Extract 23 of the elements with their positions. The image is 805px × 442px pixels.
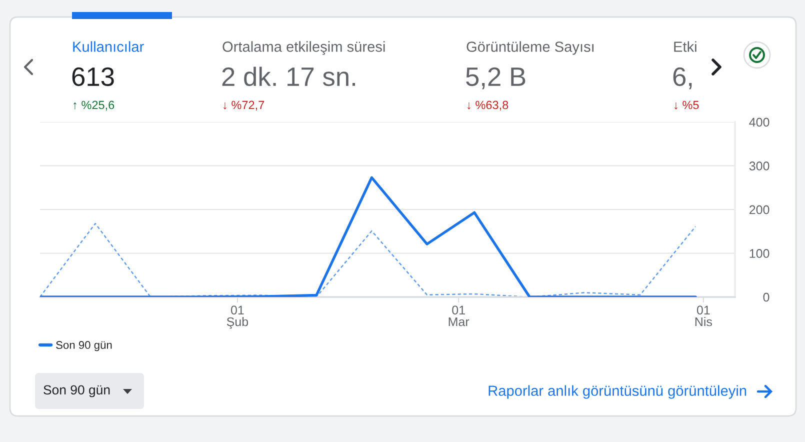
text: Ortalama etkileşim süresi bbox=[222, 41, 385, 55]
y-tick-label: 400 bbox=[749, 118, 770, 127]
text: 6, bbox=[673, 67, 692, 90]
y-tick-label: 0 bbox=[763, 292, 770, 302]
text: Kullanıcılar bbox=[73, 41, 144, 52]
y-tick-label: 100 bbox=[750, 249, 770, 258]
text: Son 90 gün bbox=[44, 385, 110, 398]
text: ↓ %63,8 bbox=[468, 100, 508, 111]
x-tick-label: 01 Mar bbox=[448, 306, 470, 326]
text: 5,2 B bbox=[466, 67, 526, 90]
y-tick-label: 300 bbox=[749, 162, 770, 170]
text: 2 dk. 17 sn. bbox=[222, 66, 356, 86]
text: 613 bbox=[72, 67, 114, 86]
text: Etki bbox=[674, 41, 696, 52]
text: ↑ %25,6 bbox=[74, 100, 114, 111]
text: ↓ %5 bbox=[674, 100, 699, 110]
x-tick-label: 01 Nis bbox=[695, 306, 712, 326]
legend-label: Son 90 gün bbox=[56, 341, 112, 352]
y-tick-label: 200 bbox=[750, 205, 770, 214]
text: Raporlar anlık görüntüsünü görüntüleyin bbox=[488, 385, 746, 399]
x-tick-label: 01 Şub bbox=[226, 306, 248, 329]
text: ↓ %72,7 bbox=[224, 100, 264, 111]
text: Görüntüleme Sayısı bbox=[466, 41, 594, 55]
